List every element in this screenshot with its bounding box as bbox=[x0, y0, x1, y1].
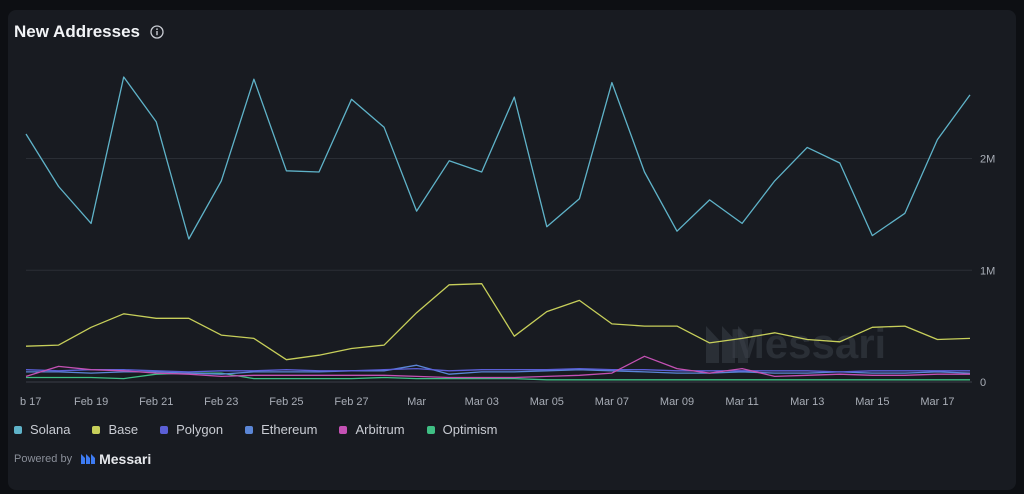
watermark-text: Messari bbox=[730, 320, 886, 367]
x-tick-label: Mar 07 bbox=[595, 396, 629, 408]
x-tick-label: Feb 23 bbox=[204, 396, 238, 408]
brand[interactable]: Messari bbox=[80, 451, 151, 467]
brand-name: Messari bbox=[99, 451, 152, 467]
x-tick-label: Feb 19 bbox=[74, 396, 108, 408]
legend-swatch bbox=[14, 425, 22, 434]
legend-label: Solana bbox=[30, 422, 71, 437]
legend-label: Ethereum bbox=[261, 422, 318, 437]
y-tick-label: 0 bbox=[980, 377, 986, 389]
series-line-polygon[interactable] bbox=[25, 367, 970, 373]
x-tick-label: Mar 13 bbox=[790, 396, 824, 408]
legend-swatch bbox=[160, 425, 169, 434]
legend-swatch bbox=[426, 425, 435, 434]
x-tick-label: Mar 09 bbox=[660, 396, 694, 408]
x-tick-label: Mar 11 bbox=[725, 396, 758, 408]
x-tick-label: Feb 27 bbox=[334, 396, 368, 408]
chart-header: New Addresses bbox=[14, 22, 164, 42]
chart-title: New Addresses bbox=[14, 22, 140, 41]
grid-layer bbox=[26, 158, 972, 383]
chart-card bbox=[8, 10, 1016, 490]
x-tick-label: Mar 03 bbox=[465, 396, 499, 408]
messari-logo-icon bbox=[81, 454, 96, 464]
x-tick-label: Feb 21 bbox=[139, 396, 173, 408]
legend-label: Base bbox=[108, 422, 139, 437]
series-line-arbitrum[interactable] bbox=[25, 355, 970, 379]
powered-by-label: Powered by bbox=[14, 453, 73, 465]
y-axis: 0 1M 2M bbox=[980, 154, 995, 389]
x-tick-label: Mar 17 bbox=[920, 396, 954, 408]
y-tick-label: 1M bbox=[980, 265, 995, 277]
watermark-logo-icon bbox=[706, 326, 748, 363]
series-line-base[interactable] bbox=[25, 283, 971, 361]
info-circle-icon[interactable] bbox=[150, 25, 164, 39]
x-tick-label: b 17 bbox=[20, 396, 41, 408]
x-tick-label: Feb 25 bbox=[269, 396, 303, 408]
series-layer bbox=[25, 76, 971, 381]
y-tick-label: 2M bbox=[980, 154, 995, 166]
legend-item-base[interactable]: Base bbox=[92, 422, 138, 437]
x-tick-label: Mar 15 bbox=[855, 396, 889, 408]
x-axis: b 17 Feb 19 Feb 21 Feb 23 Feb 25 Feb 27 Mar Mar… bbox=[20, 396, 955, 408]
legend-label: Polygon bbox=[176, 422, 224, 437]
legend-label: Arbitrum bbox=[355, 422, 405, 437]
series-line-ethereum[interactable] bbox=[26, 364, 971, 375]
series-line-solana[interactable] bbox=[25, 76, 971, 240]
x-tick-label: Mar 05 bbox=[530, 396, 564, 408]
x-tick-label: Mar bbox=[407, 396, 426, 408]
legend-item-ethereum[interactable]: Ethereum bbox=[245, 422, 317, 437]
legend-item-polygon[interactable]: Polygon bbox=[160, 422, 223, 437]
chart-legend: Solana Base Polygon Ethereum Arbitrum Optimis… bbox=[14, 422, 498, 437]
legend-item-optimism[interactable]: Optimism bbox=[426, 422, 498, 437]
legend-swatch bbox=[92, 425, 101, 434]
legend-swatch bbox=[245, 425, 254, 434]
legend-item-arbitrum[interactable]: Arbitrum bbox=[339, 422, 405, 437]
legend-swatch bbox=[339, 425, 348, 434]
powered-by: Powered by Messari bbox=[14, 451, 151, 467]
legend-label: Optimism bbox=[442, 422, 498, 437]
legend-item-solana[interactable]: Solana bbox=[14, 422, 70, 437]
